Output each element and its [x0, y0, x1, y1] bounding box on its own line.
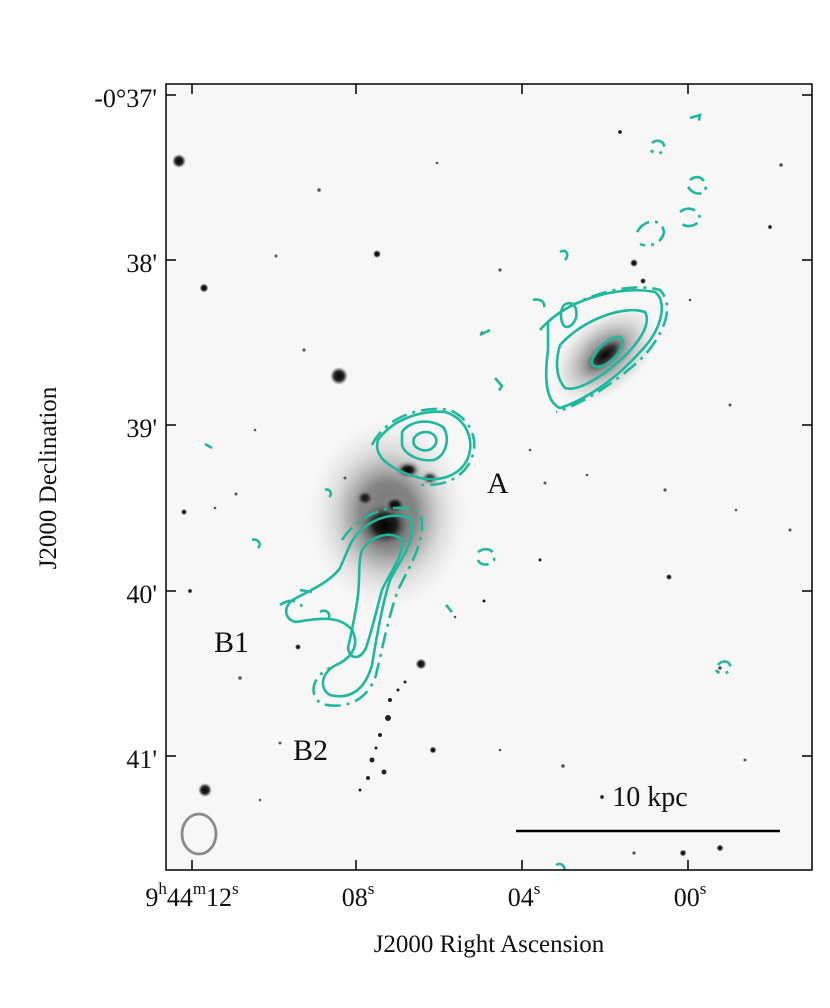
label-a: A [487, 467, 509, 500]
plot-frame [165, 83, 813, 871]
x-ticks [191, 84, 689, 870]
label-b1: B1 [214, 626, 249, 659]
y-tick-label: -0°37' [94, 84, 157, 113]
faint-sources [213, 161, 792, 855]
radio-contours [204, 113, 732, 870]
tidal-tail [358, 680, 407, 792]
y-tick-label: 39' [126, 414, 157, 443]
x-tick-label: 00s [674, 879, 707, 912]
y-tick-label: 38' [126, 249, 157, 278]
x-axis-title: J2000 Right Ascension [374, 931, 605, 958]
y-axis-title: J2000 Declination [35, 386, 62, 569]
x-tick-label: 04s [508, 879, 541, 912]
x-tick-label: 08s [342, 879, 375, 912]
image-panel [166, 84, 812, 870]
scale-bar-label: 10 kpc [612, 782, 687, 813]
y-tick-label: 40' [126, 580, 157, 609]
foreground-stars [172, 129, 773, 857]
label-b2: B2 [293, 734, 328, 767]
beam-ellipse [180, 812, 218, 856]
y-tick-label: 41' [126, 745, 157, 774]
x-tick-label: 9h44m12s [145, 879, 238, 912]
y-ticks [166, 94, 812, 757]
